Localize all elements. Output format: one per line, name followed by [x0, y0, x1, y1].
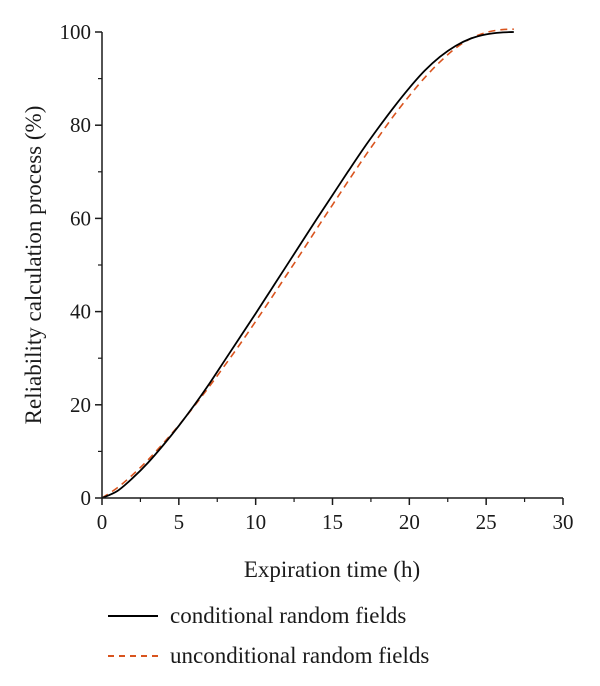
- legend-swatch-unconditional: [108, 655, 158, 657]
- x-tick-label-15: 15: [322, 510, 343, 534]
- x-tick-label-30: 30: [553, 510, 574, 534]
- line-chart: 0 5 10 15 20 25 30 0 20 40 60 80 100 Expiration time…: [21, 20, 574, 582]
- y-tick-label-40: 40: [70, 300, 91, 324]
- x-tick-label-5: 5: [174, 510, 185, 534]
- series-line-unconditional: [101, 28, 514, 499]
- series-line-conditional: [101, 31, 514, 499]
- x-axis-title: Expiration time (h): [244, 557, 420, 582]
- legend-item-conditional: conditional random fields: [108, 598, 429, 634]
- legend-item-unconditional: unconditional random fields: [108, 638, 429, 674]
- series-layer: [101, 28, 514, 499]
- y-tick-label-20: 20: [70, 393, 91, 417]
- legend: conditional random fields unconditional …: [108, 598, 429, 678]
- legend-label-unconditional: unconditional random fields: [170, 643, 430, 668]
- y-tick-label-0: 0: [81, 486, 92, 510]
- ticks-layer: 0 5 10 15 20 25 30 0 20 40 60 80 100: [60, 20, 574, 534]
- x-tick-label-20: 20: [399, 510, 420, 534]
- legend-label-conditional: conditional random fields: [170, 603, 407, 628]
- plot-area: 0 5 10 15 20 25 30 0 20 40 60 80 100: [60, 20, 574, 534]
- x-tick-label-25: 25: [476, 510, 497, 534]
- y-tick-label-80: 80: [70, 113, 91, 137]
- x-tick-label-10: 10: [245, 510, 266, 534]
- x-tick-label-0: 0: [97, 510, 108, 534]
- legend-swatch-conditional: [108, 615, 158, 617]
- y-axis-title: Reliability calculation process (%): [21, 106, 46, 425]
- y-tick-label-60: 60: [70, 206, 91, 230]
- y-tick-label-100: 100: [60, 20, 92, 44]
